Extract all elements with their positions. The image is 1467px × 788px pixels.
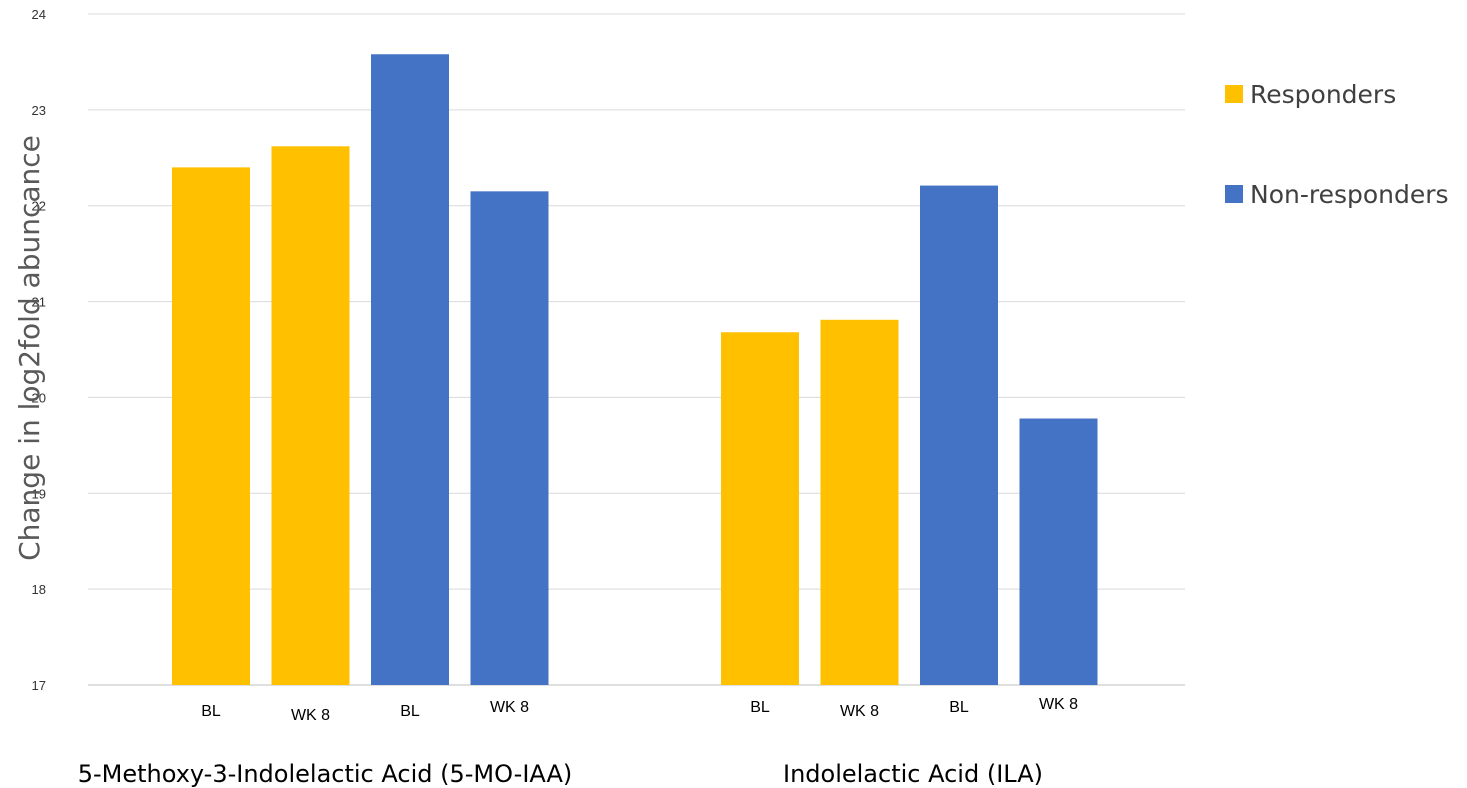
bar-non-responders-bl (920, 185, 998, 685)
group-labels: 5-Methoxy-3-Indolelactic Acid (5-MO-IAA)… (78, 760, 1043, 788)
y-tick-label: 24 (32, 7, 46, 22)
y-tick-label: 20 (32, 390, 46, 405)
y-tick-label: 22 (32, 199, 46, 214)
bar-responders-bl (172, 167, 250, 685)
bar-non-responders-bl (371, 54, 449, 685)
y-tick-label: 19 (32, 486, 46, 501)
gridlines (88, 13, 1185, 686)
category-label: WK 8 (291, 707, 330, 724)
category-labels: BL WK 8 BL WK 8 BL WK 8 BL WK 8 (201, 696, 1078, 724)
bar-non-responders-wk8 (470, 191, 549, 686)
y-axis-ticks: 17 18 19 20 21 22 23 24 (32, 7, 46, 693)
legend-label: Responders (1250, 80, 1396, 109)
legend: Responders Non-responders (1225, 80, 1449, 209)
y-tick-label: 21 (32, 295, 46, 310)
category-label: WK 8 (1039, 696, 1078, 713)
category-label: BL (750, 699, 770, 716)
bars (172, 54, 1098, 686)
bar-responders-bl (721, 332, 799, 685)
group-label: Indolelactic Acid (ILA) (783, 760, 1043, 788)
category-label: BL (949, 699, 969, 716)
bar-responders-wk8 (271, 146, 350, 686)
legend-swatch (1225, 185, 1243, 203)
bar-non-responders-wk8 (1019, 418, 1098, 685)
legend-swatch (1225, 85, 1243, 103)
legend-label: Non-responders (1250, 180, 1449, 209)
y-axis-label: Change in log2fold abuncance (13, 135, 46, 561)
category-label: BL (201, 703, 221, 720)
category-label: WK 8 (840, 703, 879, 720)
category-label: WK 8 (490, 699, 529, 716)
y-tick-label: 18 (32, 582, 46, 597)
y-tick-label: 23 (32, 103, 46, 118)
group-label: 5-Methoxy-3-Indolelactic Acid (5-MO-IAA) (78, 760, 573, 788)
category-label: BL (400, 703, 420, 720)
bar-responders-wk8 (820, 319, 899, 685)
y-tick-label: 17 (32, 678, 46, 693)
